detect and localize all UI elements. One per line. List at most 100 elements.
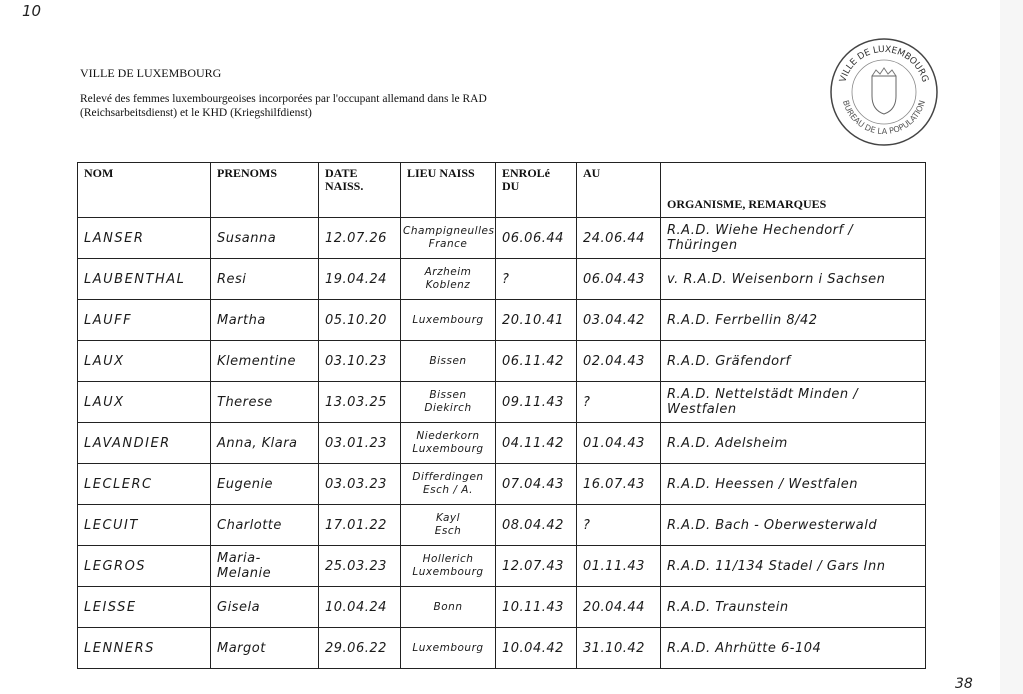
cell-remarques: R.A.D. Adelsheim <box>660 422 926 464</box>
cell-date-naiss: 17.01.22 <box>318 504 401 546</box>
cell-enrole-du: 04.11.42 <box>495 422 577 464</box>
cell-date-naiss: 13.03.25 <box>318 381 401 423</box>
cell-remarques: R.A.D. Nettelstädt Minden / Westfalen <box>660 381 926 423</box>
cell-au: ? <box>576 504 661 546</box>
page-number: 38 <box>955 676 973 692</box>
cell-remarques: R.A.D. Traunstein <box>660 586 926 628</box>
cell-enrole-du: 06.11.42 <box>495 340 577 382</box>
cell-lieu-naiss: Differdingen Esch / A. <box>400 463 496 505</box>
place-line: Niederkorn <box>416 430 480 442</box>
place-line: Luxembourg <box>412 641 484 654</box>
cell-lieu-naiss: Kayl Esch <box>400 504 496 546</box>
cell-au: 01.11.43 <box>576 545 661 587</box>
cell-au: ? <box>576 381 661 423</box>
cell-au: 06.04.43 <box>576 258 661 300</box>
table-row: LAUX Therese 13.03.25 Bissen Diekirch 09.11.4… <box>77 381 926 423</box>
cell-date-naiss: 03.10.23 <box>318 340 401 382</box>
cell-prenoms: Susanna <box>210 217 319 259</box>
table-row: LENNERS Margot 29.06.22 Luxembourg 10.04.42 3… <box>77 627 926 669</box>
place-line: Luxembourg <box>412 443 484 455</box>
table-row: LECLERC Eugenie 03.03.23 Differdingen Esch /… <box>77 463 926 505</box>
cell-remarques: R.A.D. Gräfendorf <box>660 340 926 382</box>
cell-lieu-naiss: Arzheim Koblenz <box>400 258 496 300</box>
cell-enrole-du: 09.11.43 <box>495 381 577 423</box>
place-line: Esch / A. <box>423 484 473 496</box>
cell-au: 20.04.44 <box>576 586 661 628</box>
cell-prenoms: Maria-Melanie <box>210 545 319 587</box>
cell-remarques: R.A.D. 11/134 Stadel / Gars Inn <box>660 545 926 587</box>
svg-text:BUREAU DE LA POPULATION: BUREAU DE LA POPULATION <box>841 99 927 136</box>
document-subtitle: Relevé des femmes luxembourgeoises incor… <box>80 93 487 119</box>
cell-lieu-naiss: Bissen Diekirch <box>400 381 496 423</box>
cell-prenoms: Gisela <box>210 586 319 628</box>
col-prenoms: PRENOMS <box>210 162 319 218</box>
cell-prenoms: Anna, Klara <box>210 422 319 464</box>
place-line: Koblenz <box>425 279 471 291</box>
org-title: VILLE DE LUXEMBOURG <box>80 66 222 80</box>
place-line: Bonn <box>433 600 463 613</box>
cell-enrole-du: ? <box>495 258 577 300</box>
table-header-row: NOM PRENOMS DATE NAISS. LIEU NAISS ENROL… <box>77 162 926 218</box>
cell-date-naiss: 03.03.23 <box>318 463 401 505</box>
cell-enrole-du: 08.04.42 <box>495 504 577 546</box>
place-line: Luxembourg <box>412 566 484 578</box>
cell-nom: LAUX <box>77 340 211 382</box>
cell-remarques: R.A.D. Wiehe Hechendorf / Thüringen <box>660 217 926 259</box>
cell-lieu-naiss: Niederkorn Luxembourg <box>400 422 496 464</box>
col-enrole-du: ENROLé DU <box>495 162 577 218</box>
cell-prenoms: Margot <box>210 627 319 669</box>
cell-prenoms: Therese <box>210 381 319 423</box>
cell-au: 31.10.42 <box>576 627 661 669</box>
cell-enrole-du: 20.10.41 <box>495 299 577 341</box>
cell-date-naiss: 25.03.23 <box>318 545 401 587</box>
cell-remarques: v. R.A.D. Weisenborn i Sachsen <box>660 258 926 300</box>
col-date-naiss: DATE NAISS. <box>318 162 401 218</box>
cell-enrole-du: 06.06.44 <box>495 217 577 259</box>
cell-lieu-naiss: Bonn <box>400 586 496 628</box>
place-line: Bissen <box>429 354 467 367</box>
place-line: Esch <box>434 525 462 537</box>
table-row: LANSER Susanna 12.07.26 Champigneulles Franc… <box>77 217 926 259</box>
cell-prenoms: Resi <box>210 258 319 300</box>
cell-nom: LAUFF <box>77 299 211 341</box>
col-organisme: ORGANISME, REMARQUES <box>660 162 926 218</box>
cell-enrole-du: 12.07.43 <box>495 545 577 587</box>
place-line: Hollerich <box>422 553 474 565</box>
cell-enrole-du: 10.04.42 <box>495 627 577 669</box>
cell-nom: LAUBENTHAL <box>77 258 211 300</box>
table-row: LAUBENTHAL Resi 19.04.24 Arzheim Koblenz? 06.… <box>77 258 926 300</box>
cell-date-naiss: 12.07.26 <box>318 217 401 259</box>
corner-number: 10 <box>22 2 42 20</box>
cell-lieu-naiss: Luxembourg <box>400 627 496 669</box>
cell-remarques: R.A.D. Ahrhütte 6-104 <box>660 627 926 669</box>
cell-date-naiss: 05.10.20 <box>318 299 401 341</box>
cell-date-naiss: 10.04.24 <box>318 586 401 628</box>
stamp-top-text: VILLE DE LUXEMBOURG <box>838 45 929 84</box>
place-line: Luxembourg <box>412 313 484 326</box>
cell-nom: LEGROS <box>77 545 211 587</box>
coat-of-arms-icon <box>871 75 897 115</box>
cell-remarques: R.A.D. Ferrbellin 8/42 <box>660 299 926 341</box>
cell-nom: LECUIT <box>77 504 211 546</box>
col-nom: NOM <box>77 162 211 218</box>
cell-remarques: R.A.D. Heessen / Westfalen <box>660 463 926 505</box>
cell-date-naiss: 19.04.24 <box>318 258 401 300</box>
women-register-table: NOM PRENOMS DATE NAISS. LIEU NAISS ENROL… <box>77 162 926 669</box>
table-row: LEGROS Maria-Melanie 25.03.23 Hollerich Luxe… <box>77 545 926 587</box>
cell-lieu-naiss: Champigneulles France <box>400 217 496 259</box>
cell-prenoms: Martha <box>210 299 319 341</box>
stamp-bottom-text: BUREAU DE LA POPULATION <box>841 99 927 136</box>
cell-enrole-du: 07.04.43 <box>495 463 577 505</box>
cell-nom: LAUX <box>77 381 211 423</box>
cell-nom: LANSER <box>77 217 211 259</box>
cell-au: 24.06.44 <box>576 217 661 259</box>
cell-nom: LAVANDIER <box>77 422 211 464</box>
table-row: LECUIT Charlotte 17.01.22 Kayl Esch 08.04.42?… <box>77 504 926 546</box>
cell-lieu-naiss: Luxembourg <box>400 299 496 341</box>
scan-edge <box>1000 0 1023 694</box>
place-line: Diekirch <box>424 402 472 414</box>
city-stamp: VILLE DE LUXEMBOURG BUREAU DE LA POPULAT… <box>830 38 938 146</box>
cell-date-naiss: 29.06.22 <box>318 627 401 669</box>
cell-au: 01.04.43 <box>576 422 661 464</box>
col-au: AU <box>576 162 661 218</box>
